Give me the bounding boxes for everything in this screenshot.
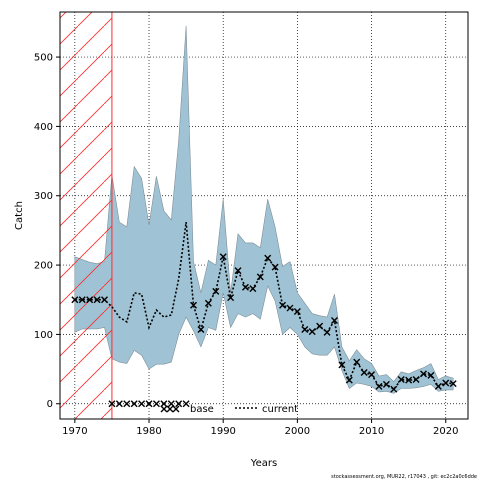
base-point (182, 400, 190, 408)
base-point (427, 371, 435, 379)
y-tick-label: 0 (47, 399, 53, 410)
base-point (323, 328, 331, 336)
base-point (190, 301, 198, 309)
base-point (316, 322, 324, 330)
confidence-band-area (74, 25, 454, 394)
base-point (197, 326, 205, 334)
base-point (130, 400, 138, 408)
x-tick-label: 1980 (136, 426, 161, 437)
shaded-period-area (59, 11, 113, 420)
base-point (375, 382, 383, 390)
base-point (108, 400, 116, 408)
legend-base-swatch (160, 405, 180, 413)
base-point (419, 370, 427, 378)
base-marker-layer (71, 253, 457, 408)
base-point (293, 308, 301, 316)
base-point (286, 304, 294, 312)
base-point (368, 371, 376, 379)
legend-current-label: current (262, 404, 298, 415)
base-point (93, 296, 101, 304)
base-point (442, 379, 450, 387)
legend: base current (160, 404, 298, 415)
x-tick-label: 1990 (210, 426, 235, 437)
base-point (330, 317, 338, 325)
base-point (449, 380, 457, 388)
base-point (405, 376, 413, 384)
legend-base-label: base (190, 404, 214, 415)
current-line (74, 221, 454, 391)
y-tick-label: 300 (34, 191, 53, 202)
base-point (145, 400, 153, 408)
base-point (101, 296, 109, 304)
base-point (234, 267, 242, 275)
base-point (175, 400, 183, 408)
base-point (256, 273, 264, 281)
base-point (219, 253, 227, 261)
x-axis: 1970 1980 1990 2000 2010 2020 (62, 419, 458, 437)
plot-frame (59, 11, 469, 420)
base-point (390, 385, 398, 393)
x-tick-label: 2000 (285, 426, 310, 437)
base-point (279, 301, 287, 309)
base-point (115, 400, 123, 408)
base-point (78, 296, 86, 304)
y-tick-label: 500 (34, 53, 53, 64)
base-point (71, 296, 79, 304)
base-point (353, 358, 361, 366)
base-point (264, 254, 272, 262)
x-tick-label: 2010 (359, 426, 384, 437)
y-tick-label: 100 (34, 330, 53, 341)
x-axis-title: Years (250, 458, 277, 469)
base-point (434, 382, 442, 390)
legend-item-base: base (160, 404, 214, 415)
base-point (152, 400, 160, 408)
current-line-layer (74, 221, 454, 391)
base-point (301, 326, 309, 334)
base-point (123, 400, 131, 408)
shaded-period (59, 11, 113, 420)
base-point (338, 361, 346, 369)
x-tick-label: 2020 (433, 426, 458, 437)
footer-text: stockassessment.org, MUR22, r17043 , git… (331, 474, 477, 480)
legend-base-marker (166, 405, 174, 413)
x-tick-label: 1970 (62, 426, 87, 437)
base-point (86, 296, 94, 304)
base-point (345, 376, 353, 384)
base-point (360, 369, 368, 377)
y-tick-label: 200 (34, 261, 53, 272)
base-point (271, 263, 279, 271)
base-point (204, 299, 212, 307)
legend-item-current: current (235, 404, 298, 415)
base-point (241, 283, 249, 291)
y-axis-title: Catch (14, 201, 25, 230)
legend-base-marker (160, 405, 168, 413)
base-point (308, 328, 316, 336)
base-point (249, 285, 257, 293)
confidence-band (74, 25, 454, 394)
y-tick-label: 400 (34, 122, 53, 133)
legend-base-marker (172, 405, 180, 413)
base-point (138, 400, 146, 408)
base-point (160, 400, 168, 408)
base-point (382, 380, 390, 388)
base-point (412, 375, 420, 383)
base-point (212, 287, 220, 295)
base-point (397, 375, 405, 383)
y-axis: 0 100 200 300 400 500 (34, 53, 60, 410)
base-point (227, 294, 235, 302)
